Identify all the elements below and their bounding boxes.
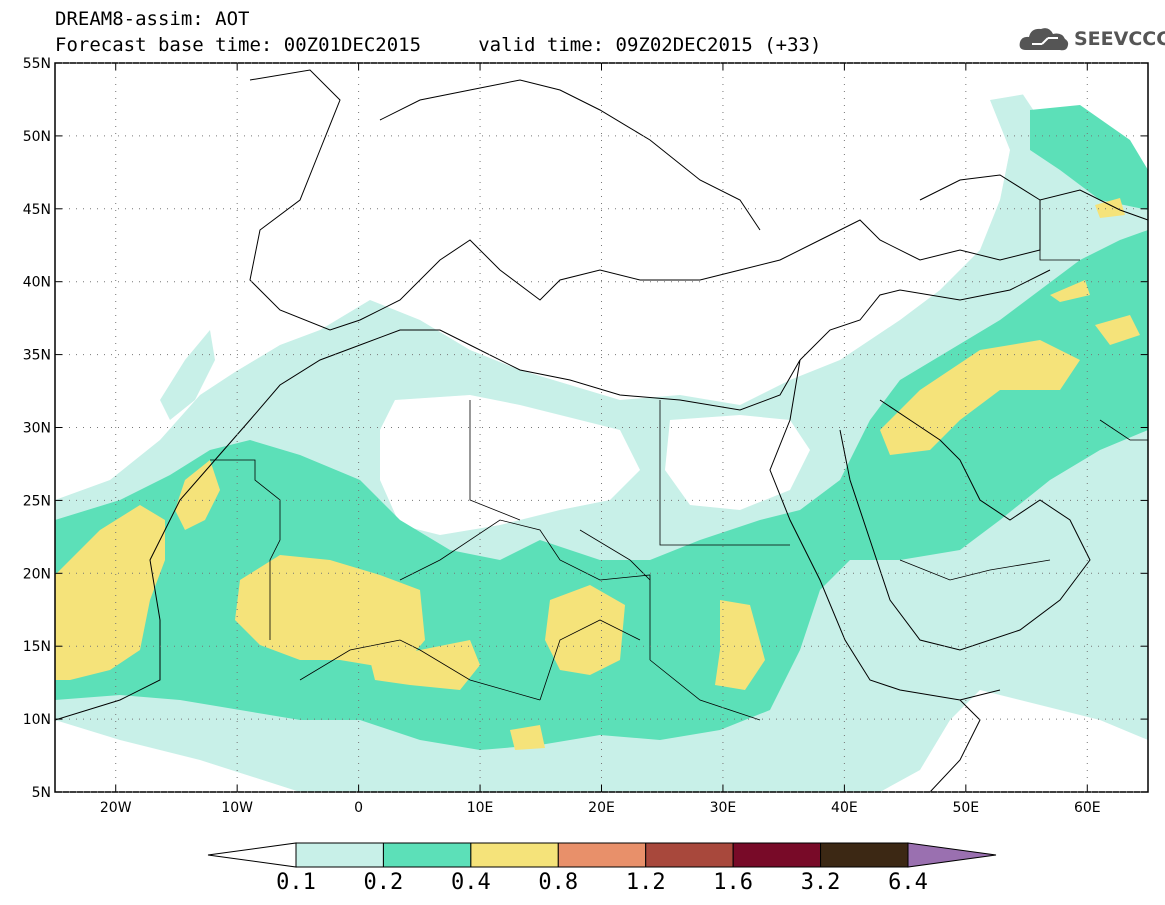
colorbar-segment — [820, 842, 909, 868]
colorbar-segment — [732, 842, 822, 868]
aot-band-0-4 — [1095, 315, 1140, 345]
aot-band-0-4 — [175, 460, 220, 530]
aot-band-0-4 — [1050, 280, 1090, 302]
seevccc-logo: SEEVCCC — [1018, 24, 1165, 54]
colorbar-label: 0.1 — [276, 870, 316, 895]
lon-label: 20E — [588, 800, 615, 816]
aot-band-0-4 — [1095, 198, 1125, 218]
colorbar-segment — [470, 842, 559, 868]
aot-band-0-4 — [545, 585, 625, 675]
aot-band-0-4 — [880, 340, 1080, 455]
lat-label: 25N — [23, 493, 51, 509]
aot-band-0-1 — [160, 330, 215, 420]
lon-label: 40E — [831, 800, 858, 816]
aot-band-0-4 — [55, 505, 165, 680]
map-title: DREAM8-assim: AOT — [55, 8, 250, 30]
colorbar-label: 0.8 — [538, 870, 578, 895]
lat-label: 40N — [23, 275, 51, 291]
forecast-times: Forecast base time: 00Z01DEC2015 valid t… — [55, 34, 822, 56]
colorbar-label: 0.2 — [364, 870, 404, 895]
lat-label: 15N — [23, 639, 51, 655]
lat-label: 20N — [23, 566, 51, 582]
colorbar-segment — [295, 842, 384, 868]
colorbar-label: 0.4 — [451, 870, 491, 895]
colorbar-label: 6.4 — [888, 870, 928, 895]
colorbar-label: 3.2 — [801, 870, 841, 895]
aot-hole — [380, 395, 640, 535]
lon-label: 20W — [100, 800, 132, 816]
logo-text: SEEVCCC — [1074, 28, 1165, 50]
colorbar-segment — [557, 842, 647, 868]
lat-label: 30N — [23, 421, 51, 437]
colorbar-segment — [382, 842, 472, 868]
cloud-logo-icon — [1019, 28, 1069, 51]
lat-label: 5N — [32, 785, 51, 801]
colorbar-label: 1.6 — [713, 870, 753, 895]
lat-label: 35N — [23, 348, 51, 364]
aot-band-0-2 — [1030, 105, 1148, 210]
lat-label: 55N — [23, 56, 51, 72]
axis-ticks: 20W 10W 0 10E 20E 30E 40E 50E 60E 55N 50N 45N 40N 35N… — [23, 56, 1148, 816]
aot-hole — [665, 415, 810, 510]
lat-label: 10N — [23, 712, 51, 728]
colorbar-over-arrow — [907, 842, 997, 868]
lon-label: 10W — [221, 800, 253, 816]
lat-label: 45N — [23, 202, 51, 218]
country-borders — [210, 200, 1148, 721]
colorbar: 0.1 0.2 0.4 0.8 1.2 1.6 3.2 6.4 — [207, 842, 997, 895]
aot-hole — [1020, 75, 1148, 170]
colorbar-under-arrow — [207, 842, 297, 868]
lon-label: 50E — [952, 800, 979, 816]
aot-band-0-4 — [510, 725, 545, 750]
aot-band-0-4 — [235, 555, 425, 670]
colorbar-segment — [645, 842, 734, 868]
lon-label: 60E — [1074, 800, 1101, 816]
lat-label: 50N — [23, 129, 51, 145]
lon-label: 10E — [467, 800, 494, 816]
colorbar-label: 1.2 — [626, 870, 666, 895]
lon-label: 30E — [710, 800, 737, 816]
aot-field — [55, 69, 1148, 792]
lon-label: 0 — [354, 800, 363, 816]
aot-band-0-4 — [370, 640, 480, 690]
aot-band-0-4 — [715, 600, 765, 690]
